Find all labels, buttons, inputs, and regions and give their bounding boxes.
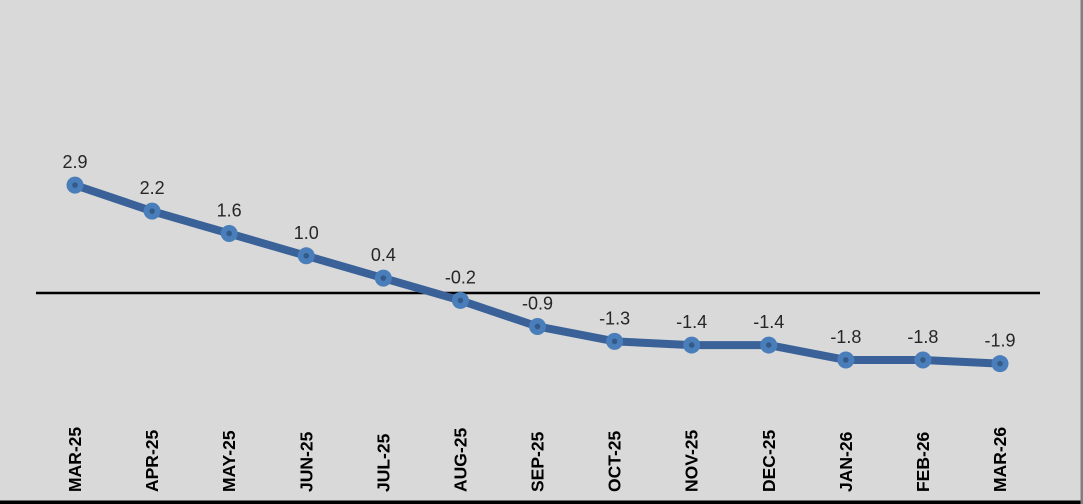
x-axis-label: MAY-25 bbox=[219, 430, 239, 492]
x-axis-label: FEB-26 bbox=[913, 431, 933, 492]
data-point-marker-dot bbox=[920, 357, 926, 363]
data-point-marker-dot bbox=[226, 230, 232, 237]
chart-right-border bbox=[1080, 0, 1083, 504]
data-label: -1.8 bbox=[830, 327, 861, 347]
x-axis-label: DEC-25 bbox=[759, 429, 779, 492]
data-label: 2.2 bbox=[140, 178, 165, 198]
x-axis-label: JAN-26 bbox=[836, 431, 856, 492]
x-axis-label: APR-25 bbox=[142, 429, 162, 492]
data-label: -1.8 bbox=[907, 327, 938, 347]
data-point-marker-dot bbox=[457, 297, 464, 304]
data-point-marker-dot bbox=[303, 253, 310, 259]
x-axis-label: SEP-25 bbox=[528, 431, 548, 492]
x-axis-label: JUL-25 bbox=[373, 433, 393, 492]
data-label: -0.2 bbox=[445, 267, 476, 287]
data-point-marker-dot bbox=[843, 357, 849, 363]
chart-bottom-border bbox=[0, 500, 1083, 504]
data-label: 2.9 bbox=[62, 152, 87, 172]
data-label: 1.0 bbox=[294, 223, 319, 243]
data-label: -1.3 bbox=[599, 308, 630, 328]
x-axis-label: AUG-25 bbox=[450, 428, 470, 492]
x-axis-label: MAR-26 bbox=[990, 427, 1010, 492]
data-label: -1.4 bbox=[676, 312, 707, 332]
data-label: -1.4 bbox=[753, 312, 784, 332]
data-label: -1.9 bbox=[984, 331, 1015, 351]
data-point-marker-dot bbox=[688, 342, 695, 348]
data-point-marker-dot bbox=[380, 275, 387, 281]
data-point-marker-dot bbox=[72, 182, 78, 188]
x-axis-label: OCT-25 bbox=[605, 430, 625, 492]
data-label: 1.6 bbox=[217, 200, 242, 220]
x-axis-label: JUN-25 bbox=[296, 431, 316, 492]
data-point-marker-dot bbox=[997, 360, 1003, 367]
data-point-marker-dot bbox=[765, 342, 772, 348]
data-point-marker-dot bbox=[149, 208, 155, 214]
data-point-marker-dot bbox=[534, 323, 541, 330]
data-label: -0.9 bbox=[522, 293, 553, 313]
data-label: 0.4 bbox=[371, 245, 396, 265]
x-axis-label: MAR-25 bbox=[65, 427, 85, 492]
data-point-marker-dot bbox=[611, 338, 618, 345]
x-axis-label: NOV-25 bbox=[682, 429, 702, 492]
